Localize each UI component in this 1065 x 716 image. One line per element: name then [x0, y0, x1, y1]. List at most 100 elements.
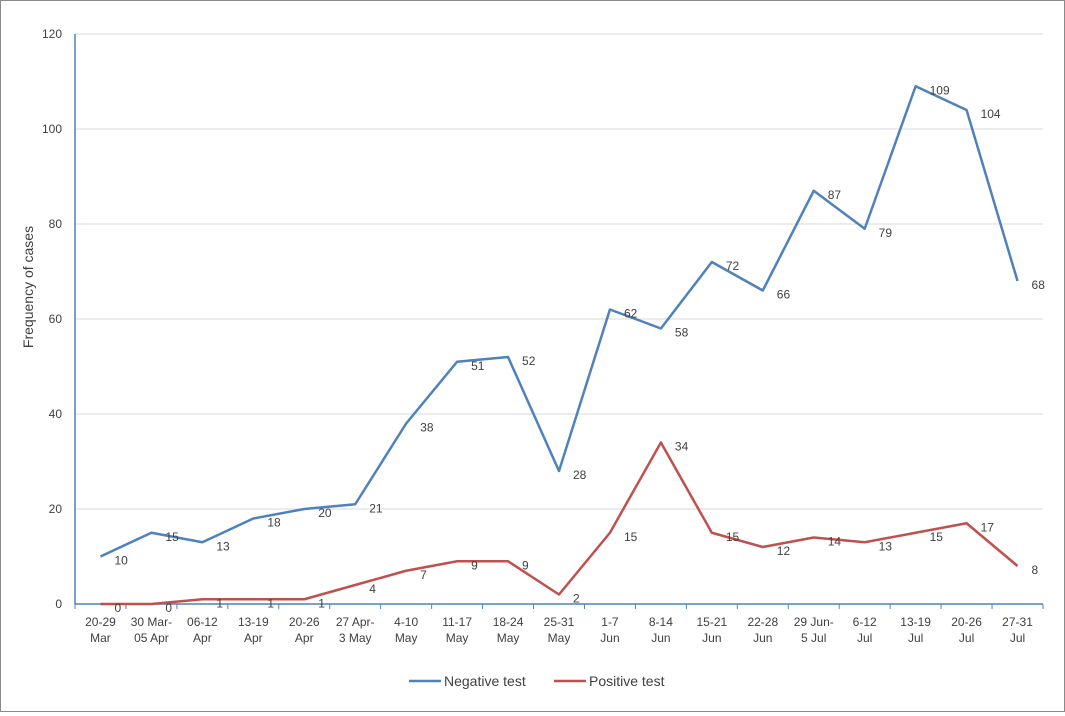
x-tick-label-line: May	[497, 631, 520, 645]
x-tick-label-line: 4-10	[394, 615, 418, 629]
x-tick-label: 20-26 Jul	[951, 615, 982, 645]
data-label: 87	[828, 188, 842, 202]
data-label: 1	[318, 596, 325, 610]
x-tick-label-line: May	[446, 631, 469, 645]
x-tick-label: 25-31 May	[544, 615, 575, 645]
data-label: 21	[369, 501, 383, 515]
x-tick-label-line: 27-31	[1002, 615, 1033, 629]
x-tick-label-line: Jun	[651, 631, 670, 645]
data-label: 1	[267, 596, 274, 610]
x-tick-label-line: Jul	[959, 631, 974, 645]
y-tick-label: 20	[49, 502, 63, 516]
data-label: 38	[420, 421, 434, 435]
gridlines	[75, 33, 1043, 510]
x-tick-label-line: 11-17	[442, 615, 472, 629]
series-lines	[99, 85, 1019, 606]
legend: Negative test Positive test	[409, 673, 665, 689]
data-label: 28	[573, 468, 587, 482]
x-tick-label-line: 3 May	[339, 631, 372, 645]
x-tick-label: 15-21 Jun	[696, 615, 727, 645]
data-label: 12	[777, 544, 791, 558]
data-label: 62	[624, 307, 638, 321]
data-label: 17	[981, 520, 995, 534]
x-tick-label-line: May	[395, 631, 418, 645]
x-tick-label-line: Apr	[244, 631, 263, 645]
data-label: 0	[165, 601, 172, 615]
axes	[74, 34, 1044, 609]
data-label: 14	[828, 535, 842, 549]
y-tick-label: 60	[49, 312, 63, 326]
x-tick-label-line: 20-26	[951, 615, 982, 629]
data-label: 109	[930, 83, 950, 97]
data-label: 15	[930, 530, 944, 544]
x-tick-label-line: 22-28	[747, 615, 778, 629]
x-tick-label: 8-14 Jun	[649, 615, 673, 645]
data-label: 66	[777, 288, 791, 302]
data-label: 18	[267, 516, 281, 530]
x-tick-label: 29 Jun- 5 Jul	[794, 615, 834, 645]
series-line-positive	[100, 441, 1019, 606]
data-label: 2	[573, 592, 580, 606]
x-tick-label: 11-17 May	[442, 615, 472, 645]
x-tick-label-line: Jul	[857, 631, 872, 645]
x-tick-label: 6-12 Jul	[853, 615, 877, 645]
x-tick-label: 06-12 Apr	[187, 615, 218, 645]
x-tick-label: 22-28 Jun	[747, 615, 778, 645]
data-label: 79	[879, 226, 893, 240]
y-tick-label: 40	[49, 407, 63, 421]
x-tick-label-line: 29 Jun-	[794, 615, 834, 629]
x-tick-label-line: 18-24	[493, 615, 524, 629]
data-label: 1	[216, 596, 223, 610]
x-tick-label-line: Apr	[295, 631, 314, 645]
data-label: 8	[1032, 563, 1039, 577]
y-tick-label: 120	[42, 27, 62, 41]
x-tick-label-line: 8-14	[649, 615, 673, 629]
x-tick-label-line: May	[548, 631, 571, 645]
x-tick-label-line: 20-29	[85, 615, 116, 629]
x-tick-label-line: Jun	[753, 631, 772, 645]
legend-label: Negative test	[444, 673, 526, 689]
data-label: 4	[369, 582, 376, 596]
x-tick-label: 20-26 Apr	[289, 615, 320, 645]
y-axis-label: Frequency of cases	[20, 226, 36, 348]
x-tick-label-line: Apr	[193, 631, 212, 645]
x-tick-label-line: 13-19	[238, 615, 269, 629]
x-tick-label-line: 13-19	[900, 615, 931, 629]
x-tick-label-line: 20-26	[289, 615, 320, 629]
data-label: 9	[522, 558, 529, 572]
y-tick-label: 80	[49, 217, 63, 231]
data-label: 9	[471, 558, 478, 572]
x-tick-label: 27 Apr- 3 May	[336, 615, 375, 645]
data-label: 10	[114, 554, 128, 568]
x-tick-label-line: Jun	[600, 631, 619, 645]
x-tick-label-line: 25-31	[544, 615, 575, 629]
data-label: 7	[420, 568, 427, 582]
y-tick-label: 100	[42, 122, 62, 136]
data-label: 58	[675, 326, 689, 340]
data-label: 0	[114, 601, 121, 615]
data-label: 72	[726, 259, 740, 273]
x-tick-label-line: 5 Jul	[801, 631, 826, 645]
x-tick-label-line: 27 Apr-	[336, 615, 375, 629]
data-label: 15	[165, 530, 179, 544]
x-tick-label-line: 1-7	[601, 615, 619, 629]
data-label: 20	[318, 506, 332, 520]
data-label: 104	[981, 107, 1001, 121]
x-tick-label: 27-31 Jul	[1002, 615, 1033, 645]
x-tick-label-line: 15-21	[696, 615, 727, 629]
data-label: 13	[216, 539, 230, 553]
data-label: 34	[675, 440, 689, 454]
series-line-negative	[99, 85, 1019, 558]
x-tick-label-line: 06-12	[187, 615, 218, 629]
data-label: 15	[726, 530, 740, 544]
data-label: 15	[624, 530, 638, 544]
y-tick-label: 0	[55, 597, 62, 611]
x-tick-label: 1-7 Jun	[600, 615, 619, 645]
x-tick-label-line: Jul	[908, 631, 923, 645]
x-tick-label: 30 Mar- 05 Apr	[131, 615, 172, 645]
data-label: 51	[471, 359, 485, 373]
